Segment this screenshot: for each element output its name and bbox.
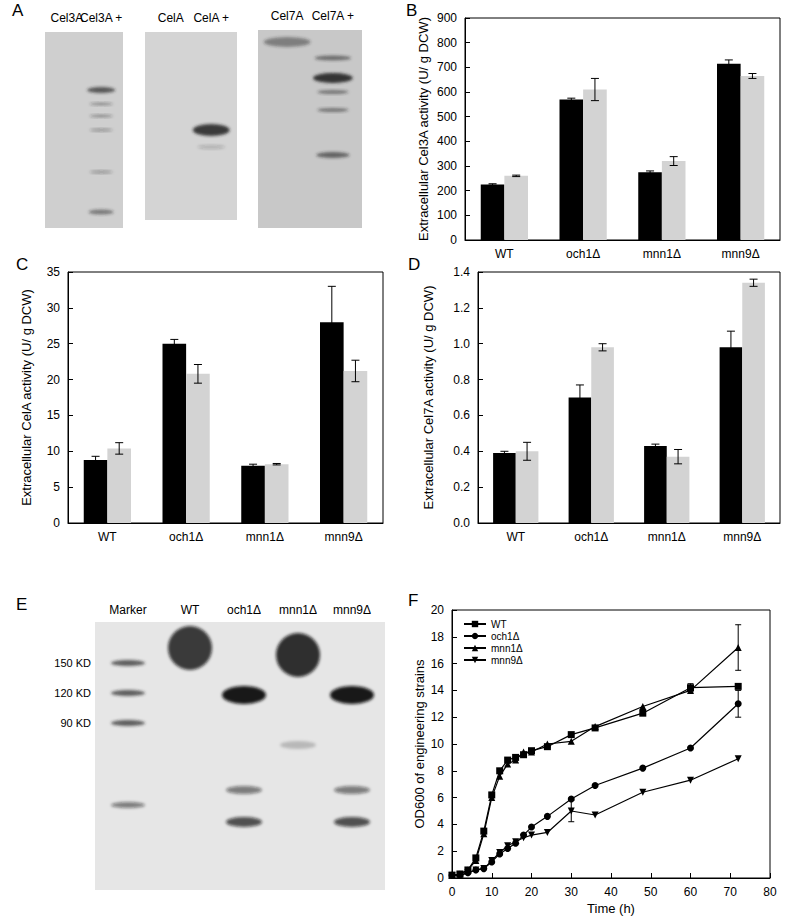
svg-text:WT: WT bbox=[491, 619, 507, 630]
svg-text:10: 10 bbox=[431, 737, 445, 751]
svg-text:200: 200 bbox=[437, 184, 457, 198]
svg-text:700: 700 bbox=[437, 60, 457, 74]
svg-text:mnn1Δ: mnn1Δ bbox=[643, 247, 681, 261]
svg-text:0: 0 bbox=[53, 516, 60, 530]
svg-text:120 KD: 120 KD bbox=[54, 687, 91, 699]
svg-text:20: 20 bbox=[47, 373, 61, 387]
svg-text:Cel3A: Cel3A bbox=[50, 11, 83, 25]
svg-text:6: 6 bbox=[437, 791, 444, 805]
svg-text:60: 60 bbox=[684, 885, 698, 899]
svg-text:30: 30 bbox=[47, 301, 61, 315]
svg-text:Cel7A: Cel7A bbox=[271, 9, 304, 23]
svg-text:90 KD: 90 KD bbox=[60, 717, 91, 729]
svg-text:Extracellular CelA activity (U: Extracellular CelA activity (U/ g DCW) bbox=[19, 289, 34, 506]
svg-text:Time (h): Time (h) bbox=[587, 901, 635, 916]
svg-text:och1Δ: och1Δ bbox=[566, 247, 600, 261]
svg-text:Marker: Marker bbox=[109, 603, 146, 617]
svg-text:Cel7A +: Cel7A + bbox=[312, 9, 354, 23]
svg-text:100: 100 bbox=[437, 208, 457, 222]
svg-text:Cel3A +: Cel3A + bbox=[80, 11, 122, 25]
svg-text:CelA +: CelA + bbox=[193, 11, 229, 25]
svg-text:och1Δ: och1Δ bbox=[169, 530, 203, 544]
svg-text:8: 8 bbox=[437, 764, 444, 778]
svg-text:0.0: 0.0 bbox=[453, 516, 470, 530]
svg-text:50: 50 bbox=[644, 885, 658, 899]
svg-text:10: 10 bbox=[47, 444, 61, 458]
svg-text:80: 80 bbox=[763, 885, 777, 899]
svg-text:Extracellular Cel7A activity (: Extracellular Cel7A activity (U/ g DCW) bbox=[421, 286, 436, 510]
svg-text:70: 70 bbox=[724, 885, 738, 899]
svg-text:CelA: CelA bbox=[158, 11, 184, 25]
svg-text:5: 5 bbox=[53, 480, 60, 494]
svg-text:18: 18 bbox=[431, 630, 445, 644]
svg-text:A: A bbox=[12, 1, 24, 20]
svg-text:D: D bbox=[408, 255, 420, 274]
svg-text:40: 40 bbox=[604, 885, 618, 899]
svg-text:300: 300 bbox=[437, 159, 457, 173]
svg-text:mnn9Δ: mnn9Δ bbox=[723, 530, 761, 544]
svg-text:mnn9Δ: mnn9Δ bbox=[722, 247, 760, 261]
svg-text:14: 14 bbox=[431, 683, 445, 697]
svg-text:WT: WT bbox=[495, 247, 514, 261]
svg-text:30: 30 bbox=[565, 885, 579, 899]
svg-text:mnn9Δ: mnn9Δ bbox=[333, 603, 371, 617]
svg-text:0: 0 bbox=[437, 871, 444, 885]
svg-text:WT: WT bbox=[98, 530, 117, 544]
svg-text:0: 0 bbox=[449, 885, 456, 899]
svg-text:12: 12 bbox=[431, 710, 445, 724]
svg-text:25: 25 bbox=[47, 337, 61, 351]
svg-text:C: C bbox=[16, 255, 28, 274]
svg-text:0.4: 0.4 bbox=[453, 444, 470, 458]
svg-text:mnn1Δ: mnn1Δ bbox=[279, 603, 317, 617]
svg-text:16: 16 bbox=[431, 657, 445, 671]
svg-text:mnn9Δ: mnn9Δ bbox=[491, 655, 523, 666]
svg-text:1.0: 1.0 bbox=[453, 337, 470, 351]
svg-text:15: 15 bbox=[47, 408, 61, 422]
svg-text:och1Δ: och1Δ bbox=[227, 603, 261, 617]
svg-text:B: B bbox=[406, 1, 417, 20]
svg-text:mnn1Δ: mnn1Δ bbox=[648, 530, 686, 544]
svg-text:0: 0 bbox=[450, 233, 457, 247]
svg-text:1.2: 1.2 bbox=[453, 301, 470, 315]
svg-text:F: F bbox=[408, 591, 418, 610]
svg-text:20: 20 bbox=[431, 603, 445, 617]
svg-text:0.6: 0.6 bbox=[453, 408, 470, 422]
svg-text:0.8: 0.8 bbox=[453, 373, 470, 387]
svg-text:35: 35 bbox=[47, 265, 61, 279]
svg-text:10: 10 bbox=[485, 885, 499, 899]
svg-text:1.4: 1.4 bbox=[453, 265, 470, 279]
svg-text:OD600 of engineering strains: OD600 of engineering strains bbox=[412, 659, 427, 829]
svg-text:2: 2 bbox=[437, 844, 444, 858]
svg-text:20: 20 bbox=[525, 885, 539, 899]
svg-text:WT: WT bbox=[506, 530, 525, 544]
svg-text:och1Δ: och1Δ bbox=[574, 530, 608, 544]
svg-text:mnn1Δ: mnn1Δ bbox=[491, 643, 523, 654]
svg-text:E: E bbox=[16, 595, 27, 614]
svg-text:900: 900 bbox=[437, 11, 457, 25]
svg-text:och1Δ: och1Δ bbox=[491, 631, 520, 642]
svg-text:4: 4 bbox=[437, 817, 444, 831]
svg-text:0.2: 0.2 bbox=[453, 480, 470, 494]
svg-text:150 KD: 150 KD bbox=[54, 657, 91, 669]
svg-text:500: 500 bbox=[437, 110, 457, 124]
svg-text:mnn1Δ: mnn1Δ bbox=[246, 530, 284, 544]
svg-text:mnn9Δ: mnn9Δ bbox=[325, 530, 363, 544]
svg-text:400: 400 bbox=[437, 134, 457, 148]
svg-text:800: 800 bbox=[437, 36, 457, 50]
svg-text:Extracellular Cel3A activity (: Extracellular Cel3A activity (U/ g DCW) bbox=[416, 17, 431, 241]
svg-text:600: 600 bbox=[437, 85, 457, 99]
svg-text:WT: WT bbox=[181, 603, 200, 617]
